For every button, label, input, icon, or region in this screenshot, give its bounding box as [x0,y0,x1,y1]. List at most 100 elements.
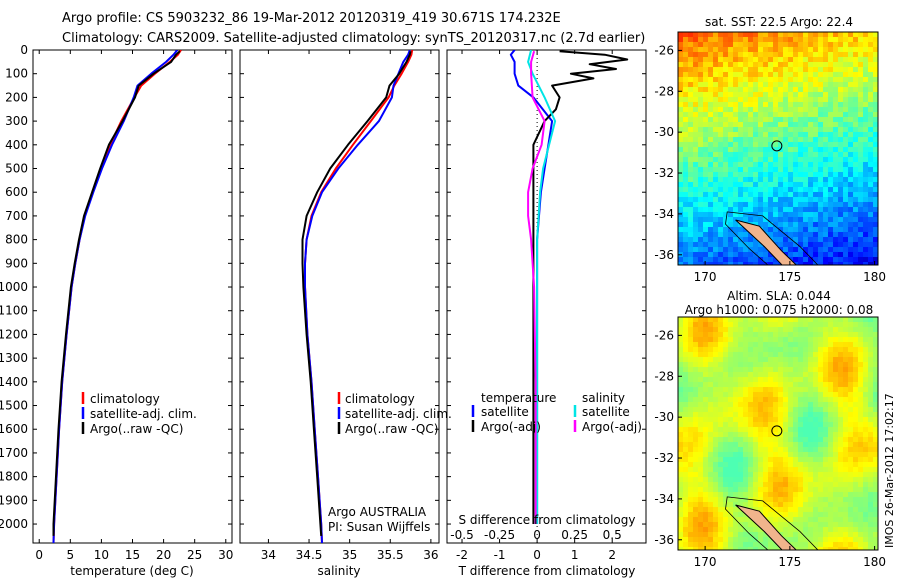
map-cell [778,422,783,427]
map-cell [788,437,793,442]
map-cell [718,452,723,457]
y-tick-label: -26 [654,328,674,342]
map-cell [808,47,813,52]
map-cell [803,112,808,117]
map-cell [693,442,698,447]
map-cell [723,122,728,127]
map-cell [753,352,758,357]
map-cell [788,37,793,42]
map-cell [773,212,778,217]
map-cell [698,427,703,432]
map-cell [763,537,768,542]
map-cell [848,477,853,482]
map-cell [873,357,878,362]
map-cell [838,497,843,502]
map-cell [803,172,808,177]
map-cell [748,142,753,147]
map-cell [828,32,833,37]
map-cell [868,142,873,147]
map-cell [843,432,848,437]
map-cell [703,227,708,232]
map-cell [743,37,748,42]
map-cell [758,122,763,127]
y-tick-label: -30 [654,410,674,424]
map-cell [798,462,803,467]
map-cell [783,77,788,82]
map-cell [773,547,778,550]
map-cell [808,222,813,227]
map-cell [793,482,798,487]
map-cell [858,422,863,427]
legend-label-t-satellite: satellite [481,405,529,419]
map-cell [853,487,858,492]
map-cell [868,97,873,102]
x-tick-label: 36 [423,548,438,562]
map-cell [868,537,873,542]
map-cell [833,497,838,502]
map-cell [758,62,763,67]
map-cell [743,67,748,72]
map-cell [823,72,828,77]
map-cell [708,347,713,352]
map-cell [868,52,873,57]
map-cell [798,527,803,532]
depth-tick-label: 1400 [0,375,28,389]
map-cell [803,132,808,137]
map-cell [798,517,803,522]
map-cell [783,422,788,427]
map-cell [678,157,683,162]
map-cell [783,142,788,147]
map-cell [753,77,758,82]
map-cell [853,352,858,357]
map-cell [873,497,878,502]
map-cell [788,522,793,527]
map-cell [723,422,728,427]
map-cell [823,432,828,437]
map-cell [808,197,813,202]
map-cell [803,247,808,252]
map-cell [873,367,878,372]
map-cell [823,192,828,197]
map-cell [858,482,863,487]
x-tick-label: 180 [863,270,886,284]
map-cell [823,92,828,97]
map-cell [733,407,738,412]
map-cell [708,217,713,222]
map-cell [748,542,753,547]
map-cell [728,57,733,62]
map-cell [743,32,748,37]
map-cell [808,247,813,252]
map-cell [678,62,683,67]
map-cell [773,522,778,527]
sla-map-title-line2: Argo h1000: 0.075 h2000: 0.08 [685,303,874,317]
map-cell [678,242,683,247]
map-cell [713,47,718,52]
series-line-satellite-adj-clim- [304,50,411,543]
map-cell [843,442,848,447]
map-cell [758,182,763,187]
map-cell [848,47,853,52]
map-cell [843,237,848,242]
map-cell [683,327,688,332]
map-cell [753,467,758,472]
map-cell [798,92,803,97]
map-cell [703,172,708,177]
map-cell [683,407,688,412]
map-cell [828,217,833,222]
map-cell [788,417,793,422]
map-cell [843,457,848,462]
map-cell [788,467,793,472]
map-cell [803,137,808,142]
map-cell [678,522,683,527]
map-cell [818,377,823,382]
map-cell [808,472,813,477]
map-cell [718,177,723,182]
map-cell [863,427,868,432]
map-cell [683,202,688,207]
map-cell [868,412,873,417]
map-cell [818,417,823,422]
map-cell [843,497,848,502]
map-cell [783,337,788,342]
map-cell [863,377,868,382]
map-cell [723,542,728,547]
